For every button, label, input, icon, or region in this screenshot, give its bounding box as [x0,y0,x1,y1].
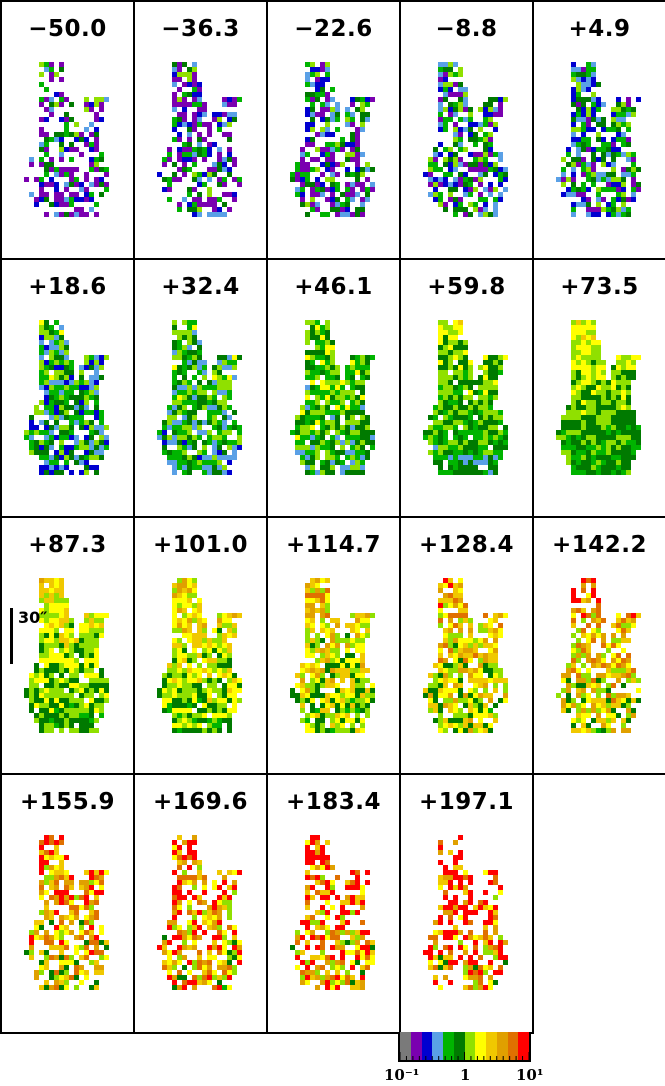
colorbar-label-min: 10⁻¹ [384,1066,420,1084]
scale-bar-label: 30″ [18,608,48,627]
channel-map [290,62,375,217]
channel-map [290,835,375,990]
panel-velocity-label: −50.0 [28,16,107,42]
panel-velocity-label: +32.4 [161,274,240,300]
channel-panel: −50.0 [0,0,135,260]
panel-velocity-label: +18.6 [28,274,107,300]
panel-velocity-label: −22.6 [294,16,373,42]
channel-panel: +169.6 [133,773,268,1034]
channel-panel: +114.7 [266,516,401,775]
colorbar-segment [400,1032,411,1060]
channel-map [157,320,242,475]
channel-map [556,578,641,733]
channel-panel: −8.8 [399,0,534,260]
channel-panel: +4.9 [532,0,665,260]
panel-velocity-label: +87.3 [28,532,107,558]
channel-map [423,320,508,475]
channel-map [157,62,242,217]
channel-panel: −22.6 [266,0,401,260]
scale-bar [10,608,13,664]
channel-map [24,835,109,990]
panel-velocity-label: +114.7 [285,532,382,558]
channel-map-grid: −50.0 −36.3 −22.6 −8.8 +4.9 +18.6 +32.4 +46.1 +5… [0,0,665,1034]
channel-panel: +59.8 [399,258,534,518]
colorbar-segment [518,1032,529,1060]
panel-velocity-label: +4.9 [568,16,631,42]
channel-map [24,578,109,733]
channel-panel: +46.1 [266,258,401,518]
channel-map [24,62,109,217]
colorbar-label-max: 10¹ [516,1066,544,1084]
panel-velocity-label: +197.1 [418,789,515,815]
channel-panel: +32.4 [133,258,268,518]
panel-velocity-label: +59.8 [427,274,506,300]
colorbar-segment [443,1032,454,1060]
panel-velocity-label: +101.0 [152,532,249,558]
colorbar-segment [464,1032,476,1060]
panel-velocity-label: +46.1 [294,274,373,300]
channel-map [24,320,109,475]
channel-panel: +101.0 [133,516,268,775]
channel-panel: +183.4 [266,773,401,1034]
channel-panel: +87.3 [0,516,135,775]
colorbar-segment [453,1032,465,1060]
channel-map [423,578,508,733]
channel-panel: +73.5 [532,258,665,518]
channel-map [556,62,641,217]
panel-velocity-label: +155.9 [19,789,116,815]
panel-velocity-label: +128.4 [418,532,515,558]
channel-map [556,320,641,475]
panel-velocity-label: +142.2 [551,532,648,558]
panel-velocity-label: −8.8 [435,16,498,42]
channel-panel: −36.3 [133,0,268,260]
channel-panel: +197.1 [399,773,534,1034]
channel-map [423,835,508,990]
channel-panel: +18.6 [0,258,135,518]
colorbar-segment [432,1032,443,1060]
colorbar-segment [507,1032,519,1060]
channel-map [290,320,375,475]
channel-map [157,835,242,990]
panel-velocity-label: −36.3 [161,16,240,42]
colorbar-label-mid: 1 [460,1066,471,1084]
channel-map [423,62,508,217]
channel-panel: +155.9 [0,773,135,1034]
colorbar-segment [486,1032,497,1060]
channel-map [157,578,242,733]
channel-panel: +128.4 [399,516,534,775]
colorbar-segment [410,1032,422,1060]
channel-map [290,578,375,733]
panel-velocity-label: +169.6 [152,789,249,815]
colorbar-segment [475,1032,486,1060]
colorbar-ticks [399,1052,530,1062]
panel-velocity-label: +73.5 [560,274,639,300]
panel-velocity-label: +183.4 [285,789,382,815]
colorbar-segment [496,1032,508,1060]
channel-panel: +142.2 [532,516,665,775]
colorbar-segment [421,1032,433,1060]
